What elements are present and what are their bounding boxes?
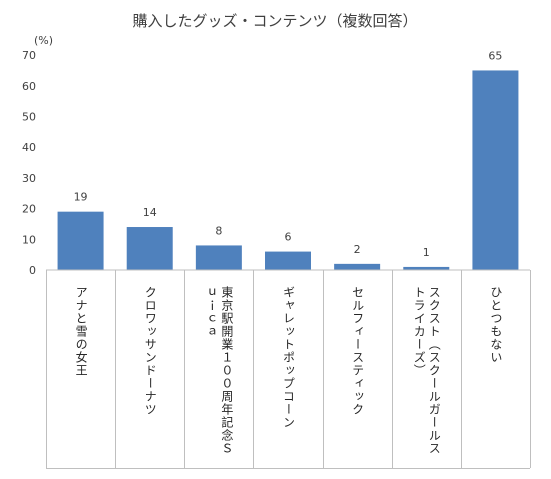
data-label: 1 <box>423 246 430 259</box>
bar <box>472 70 519 270</box>
category-label: スクスト（スクールガールストライカーズ） <box>412 286 442 455</box>
category-label: ひとつもない <box>488 286 503 364</box>
data-label: 19 <box>74 191 88 204</box>
y-tick-label: 10 <box>22 233 36 246</box>
y-tick-label: 60 <box>22 80 36 93</box>
bar-series <box>57 70 519 270</box>
y-axis-ticks: 0 10 20 30 40 50 60 70 <box>22 49 36 277</box>
bar <box>265 251 311 270</box>
data-label: 2 <box>354 243 361 256</box>
y-tick-label: 70 <box>22 49 36 62</box>
y-tick-label: 0 <box>29 264 36 277</box>
bar <box>334 263 381 270</box>
data-labels: 19 14 8 6 2 1 65 <box>74 49 503 258</box>
y-tick-label: 30 <box>22 172 36 185</box>
data-label: 14 <box>143 206 157 219</box>
y-tick-label: 20 <box>22 203 36 216</box>
bar <box>195 245 242 270</box>
bar <box>403 266 450 270</box>
y-tick-label: 40 <box>22 141 36 154</box>
bar <box>126 227 173 270</box>
y-tick-label: 50 <box>22 111 36 124</box>
data-label: 65 <box>488 49 502 62</box>
bar <box>57 211 104 270</box>
axes <box>46 269 531 469</box>
chart-title: 購入したグッズ・コンテンツ（複数回答） <box>132 12 417 30</box>
data-label: 6 <box>285 231 292 244</box>
category-label: ギャレットポップコーン <box>281 286 296 429</box>
category-label: アナと雪の女王 <box>74 286 89 377</box>
category-label: 東京駅開業１００周年記念Ｓｕｉｃａ <box>204 286 234 455</box>
category-label: クロワッサンドーナツ <box>143 286 158 416</box>
y-axis-unit-label: (%) <box>34 34 53 47</box>
data-label: 8 <box>215 224 222 237</box>
category-label: セルフィースティック <box>350 286 365 416</box>
